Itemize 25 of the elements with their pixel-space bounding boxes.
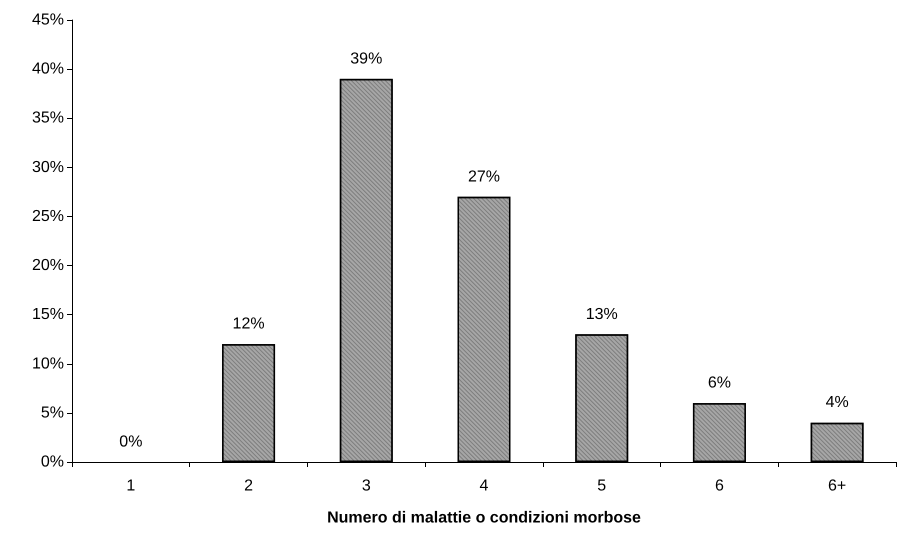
y-tick-label: 40%: [32, 60, 64, 78]
y-tick-label: 20%: [32, 257, 64, 274]
y-tick-label: 35%: [32, 110, 64, 127]
x-tick-label: 4: [480, 478, 489, 494]
data-label: 4%: [826, 394, 849, 412]
x-tick-label: 6+: [828, 478, 846, 494]
data-label: 0%: [119, 434, 142, 450]
x-tick-label: 1: [126, 478, 136, 494]
data-label: 6%: [708, 374, 731, 392]
x-axis-title: Numero di malattie o condizioni morbose: [327, 510, 642, 526]
data-label: 27%: [468, 168, 500, 186]
data-label: 13%: [586, 306, 618, 323]
data-label: 39%: [350, 50, 382, 68]
data-label: 12%: [232, 316, 265, 333]
y-tick-label: 45%: [32, 12, 64, 28]
y-tick-label: 30%: [32, 158, 64, 176]
y-tick-label: 25%: [32, 208, 64, 225]
x-tick-label: 2: [244, 478, 254, 494]
y-tick-label: 5%: [40, 404, 64, 422]
y-tick-label: 10%: [32, 355, 64, 372]
y-tick-label: 0%: [40, 454, 64, 470]
x-tick-label: 5: [597, 478, 606, 494]
x-tick-label: 3: [362, 478, 371, 494]
y-tick-label: 15%: [32, 306, 64, 324]
x-tick-label: 6: [714, 478, 724, 494]
